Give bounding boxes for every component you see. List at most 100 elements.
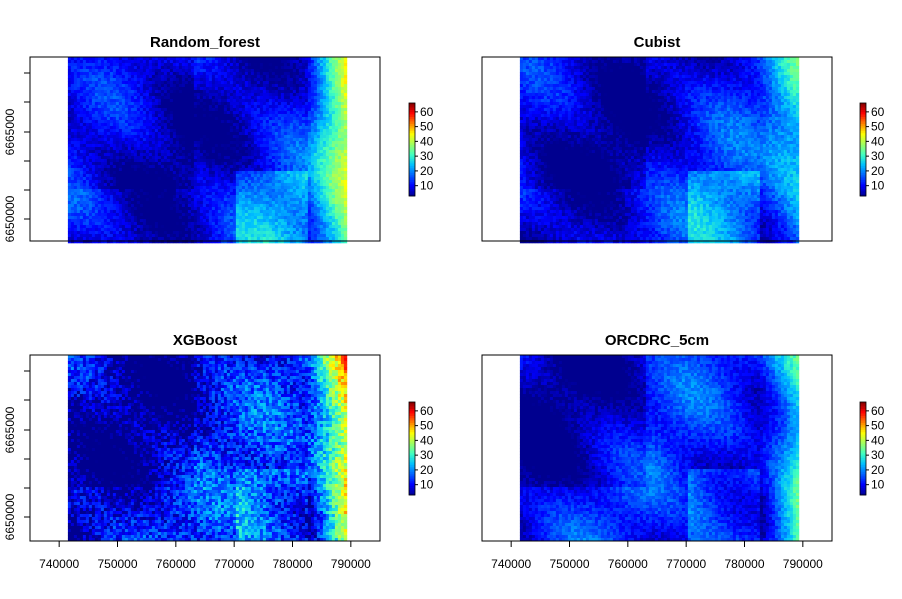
raster-cell	[142, 177, 147, 181]
raster-cell	[310, 165, 315, 169]
raster-cell	[262, 75, 267, 79]
raster-cell	[109, 99, 114, 103]
raster-cell	[187, 96, 192, 100]
raster-cell	[307, 99, 312, 103]
raster-cell	[88, 120, 93, 124]
raster-cell	[94, 144, 99, 148]
raster-cell	[295, 90, 300, 94]
raster-cell	[247, 213, 252, 217]
raster-cell	[112, 126, 117, 130]
raster-cell	[94, 78, 99, 82]
raster-cell	[187, 90, 192, 94]
raster-cell	[97, 72, 102, 76]
raster-cell	[157, 60, 162, 64]
raster-cell	[331, 177, 336, 181]
raster-cell	[253, 99, 258, 103]
raster-cell	[220, 150, 225, 154]
raster-cell	[97, 108, 102, 112]
raster-cell	[220, 108, 225, 112]
raster-cell	[214, 135, 219, 139]
raster-cell	[211, 165, 216, 169]
raster-cell	[211, 81, 216, 85]
raster-cell	[103, 210, 108, 214]
raster-cell	[82, 63, 87, 67]
raster-cell	[190, 204, 195, 208]
raster-cell	[250, 87, 255, 91]
raster-cell	[214, 183, 219, 187]
raster-cell	[79, 117, 84, 121]
raster-cell	[91, 99, 96, 103]
raster-cell	[331, 153, 336, 157]
raster-cell	[157, 99, 162, 103]
raster-cell	[85, 162, 90, 166]
raster-cell	[91, 162, 96, 166]
raster-cell	[166, 213, 171, 217]
raster-cell	[232, 96, 237, 100]
raster-cell	[70, 192, 75, 196]
raster-cell	[286, 162, 291, 166]
raster-cell	[178, 96, 183, 100]
raster-cell	[133, 75, 138, 79]
raster-cell	[307, 123, 312, 127]
raster-cell	[253, 177, 258, 181]
raster-cell	[268, 81, 273, 85]
raster-cell	[130, 135, 135, 139]
raster-cell	[289, 60, 294, 64]
raster-cell	[196, 147, 201, 151]
raster-cell	[142, 102, 147, 106]
raster-cell	[202, 114, 207, 118]
raster-cell	[247, 57, 252, 61]
raster-cell	[211, 138, 216, 142]
raster-cell	[133, 57, 138, 61]
raster-cell	[157, 177, 162, 181]
raster-cell	[91, 135, 96, 139]
raster-cell	[247, 210, 252, 214]
raster-cell	[253, 213, 258, 217]
raster-cell	[277, 84, 282, 88]
raster-cell	[184, 111, 189, 115]
raster-cell	[232, 126, 237, 130]
raster-cell	[322, 87, 327, 91]
raster-cell	[307, 195, 312, 199]
raster-cell	[256, 129, 261, 133]
raster-cell	[172, 210, 177, 214]
raster-cell	[97, 102, 102, 106]
raster-cell	[229, 108, 234, 112]
raster-cell	[169, 159, 174, 163]
raster-cell	[190, 192, 195, 196]
raster-cell	[82, 69, 87, 73]
raster-cell	[94, 180, 99, 184]
raster-cell	[109, 162, 114, 166]
raster-cell	[178, 129, 183, 133]
raster-cell	[295, 201, 300, 205]
raster-cell	[328, 90, 333, 94]
raster-cell	[232, 120, 237, 124]
raster-cell	[94, 195, 99, 199]
raster-cell	[229, 63, 234, 67]
raster-cell	[85, 180, 90, 184]
raster-cell	[217, 189, 222, 193]
raster-cell	[76, 60, 81, 64]
raster-cell	[151, 126, 156, 130]
raster-cell	[88, 207, 93, 211]
raster-cell	[253, 210, 258, 214]
raster-cell	[271, 84, 276, 88]
raster-cell	[325, 120, 330, 124]
raster-cell	[319, 135, 324, 139]
raster-cell	[73, 198, 78, 202]
raster-cell	[307, 93, 312, 97]
raster-cell	[280, 201, 285, 205]
raster-cell	[67, 177, 72, 181]
raster-cell	[325, 87, 330, 91]
raster-cell	[133, 60, 138, 64]
raster-cell	[322, 132, 327, 136]
raster-cell	[76, 96, 81, 100]
raster-cell	[199, 123, 204, 127]
raster-cell	[331, 186, 336, 190]
raster-cell	[106, 132, 111, 136]
raster-cell	[97, 96, 102, 100]
raster-cell	[193, 216, 198, 220]
raster-cell	[268, 105, 273, 109]
raster-cell	[250, 84, 255, 88]
raster-cell	[196, 183, 201, 187]
